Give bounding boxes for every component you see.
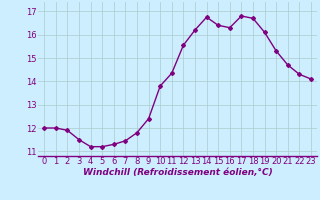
X-axis label: Windchill (Refroidissement éolien,°C): Windchill (Refroidissement éolien,°C) bbox=[83, 168, 272, 177]
